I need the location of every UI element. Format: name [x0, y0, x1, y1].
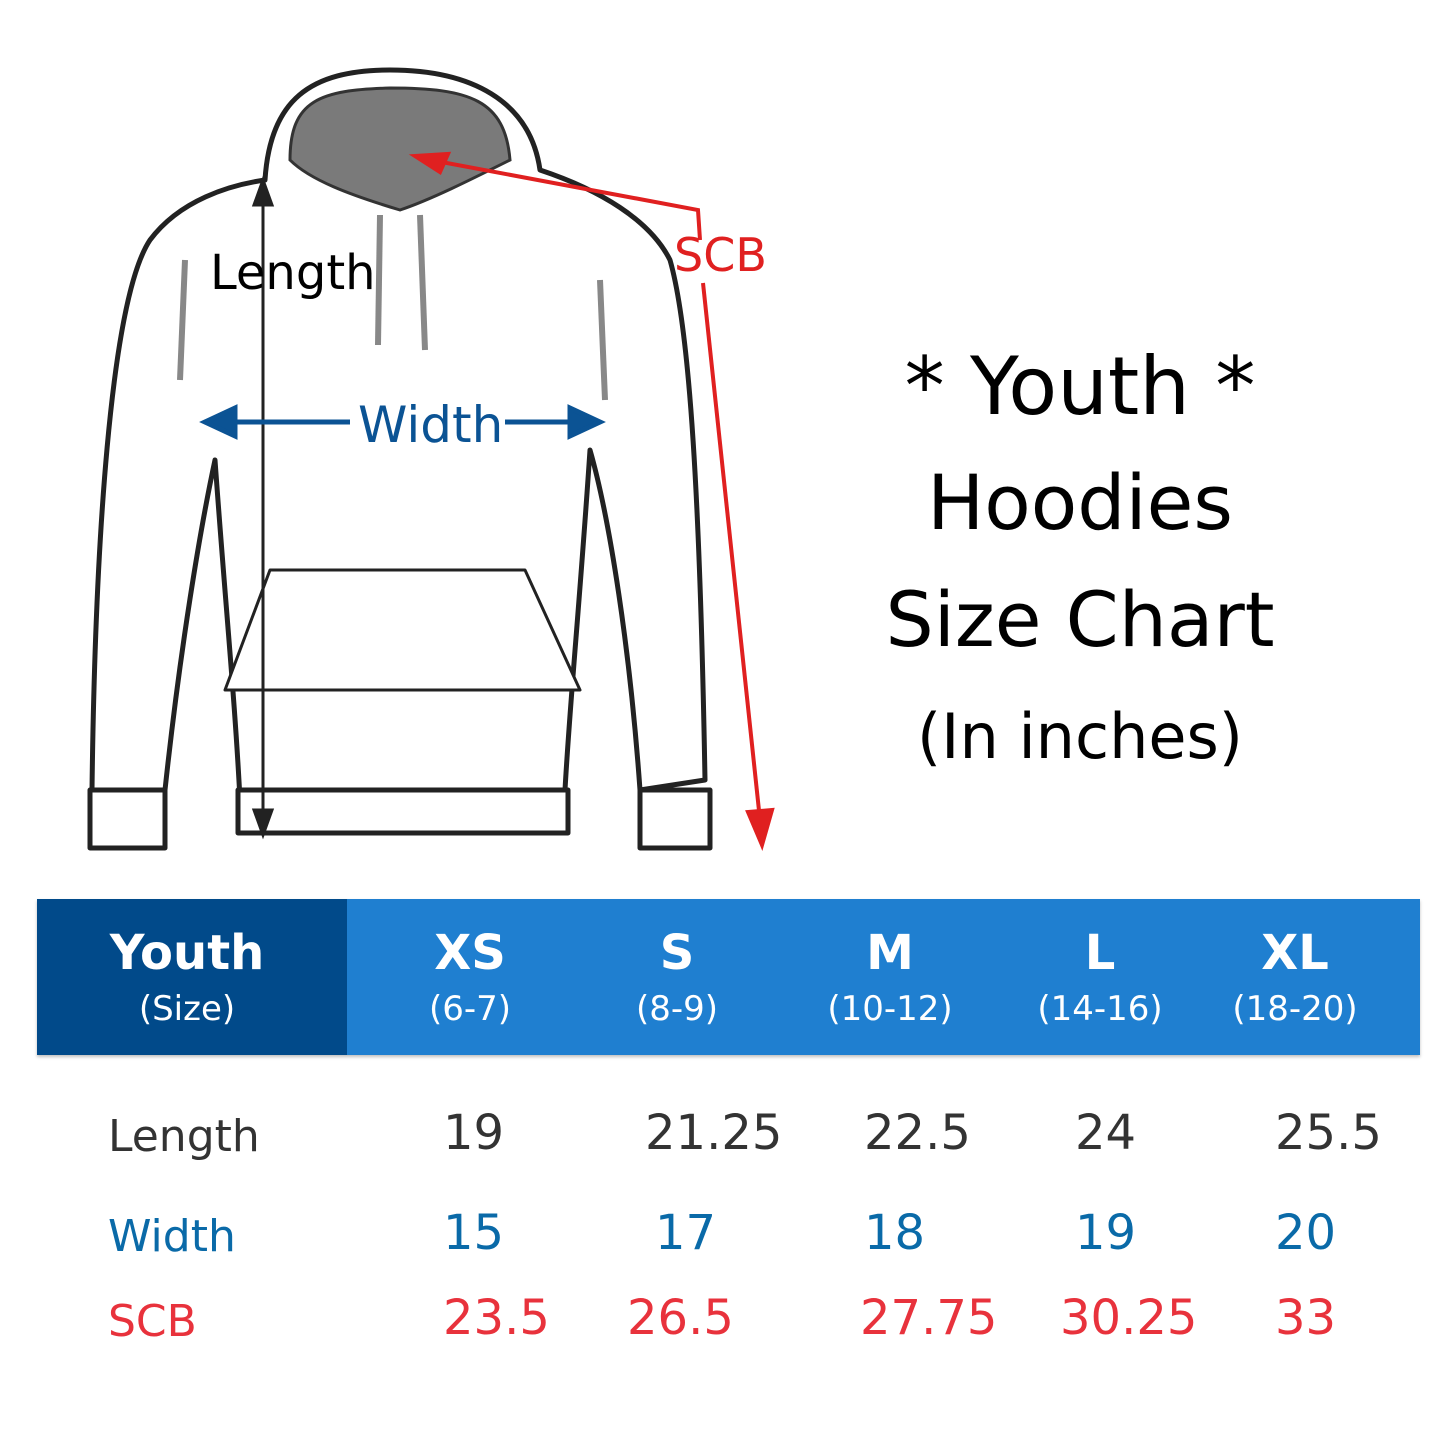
width-label: Width — [358, 396, 504, 454]
size-name: M — [866, 925, 914, 981]
hoodie-illustration — [87, 67, 775, 851]
cell: 18 — [864, 1205, 926, 1261]
header-size-m: M (10-12) — [790, 899, 990, 1055]
title-line-1: * Youth * — [904, 340, 1256, 433]
size-name: L — [1084, 925, 1116, 981]
length-label: Length — [210, 245, 376, 301]
title-line-3: Size Chart — [885, 575, 1275, 664]
cell: 30.25 — [1060, 1290, 1198, 1346]
cell: 19 — [443, 1105, 505, 1161]
cell: 33 — [1275, 1290, 1337, 1346]
cell: 27.75 — [860, 1290, 998, 1346]
cell: 19 — [1075, 1205, 1137, 1261]
header-size-s: S (8-9) — [577, 899, 777, 1055]
cell: 22.5 — [864, 1105, 971, 1161]
header-size-xs: XS (6-7) — [370, 899, 570, 1055]
size-name: XS — [434, 925, 506, 981]
cell: 24 — [1075, 1105, 1137, 1161]
size-name: XL — [1261, 925, 1329, 981]
header-youth: Youth (Size) — [37, 899, 337, 1055]
size-range: (18-20) — [1232, 989, 1358, 1029]
size-range: (8-9) — [635, 989, 719, 1029]
row-label: Width — [108, 1211, 236, 1262]
size-name: S — [659, 925, 695, 981]
cell: 15 — [443, 1205, 505, 1261]
table-row-length: Length 19 21.25 22.5 24 25.5 — [0, 1105, 1445, 1165]
scb-label: SCB — [674, 228, 767, 282]
header-size-xl: XL (18-20) — [1195, 899, 1395, 1055]
row-label: Length — [108, 1111, 260, 1162]
size-range: (6-7) — [428, 989, 512, 1029]
table-row-scb: SCB 23.5 26.5 27.75 30.25 33 — [0, 1290, 1445, 1350]
cell: 26.5 — [627, 1290, 734, 1346]
header-size-l: L (14-16) — [1000, 899, 1200, 1055]
cell: 23.5 — [443, 1290, 550, 1346]
cell: 17 — [655, 1205, 717, 1261]
header-label: Youth — [109, 925, 265, 981]
title-line-2: Hoodies — [927, 458, 1233, 547]
cell: 21.25 — [645, 1105, 783, 1161]
title-unit: (In inches) — [916, 700, 1243, 773]
size-range: (10-12) — [827, 989, 953, 1029]
header-sublabel: (Size) — [138, 989, 236, 1029]
row-label: SCB — [108, 1296, 197, 1347]
cell: 25.5 — [1275, 1105, 1382, 1161]
size-range: (14-16) — [1037, 989, 1163, 1029]
table-row-width: Width 15 17 18 19 20 — [0, 1205, 1445, 1265]
table-header: Youth (Size) XS (6-7) S (8-9) M (10-12) … — [37, 899, 1420, 1055]
cell: 20 — [1275, 1205, 1337, 1261]
